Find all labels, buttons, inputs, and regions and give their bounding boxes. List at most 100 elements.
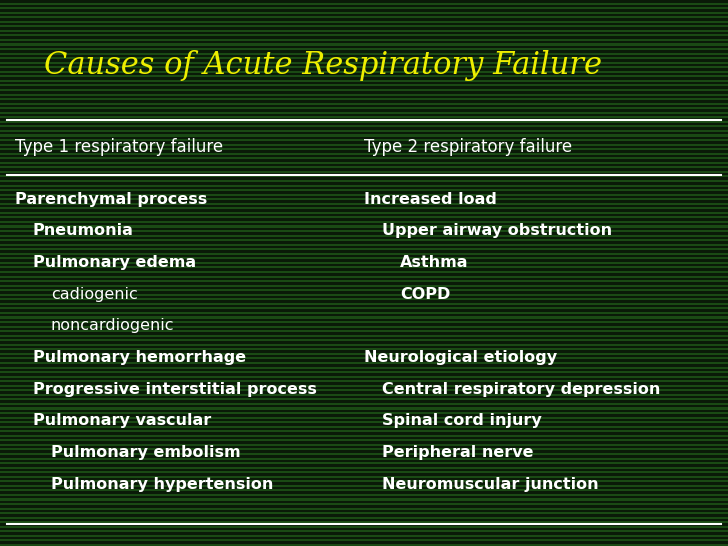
Bar xyxy=(0,11,728,14)
Bar xyxy=(0,39,728,41)
Bar xyxy=(0,503,728,505)
Bar xyxy=(0,399,728,400)
Bar xyxy=(0,98,728,100)
Bar xyxy=(0,57,728,59)
Bar xyxy=(0,489,728,491)
Bar xyxy=(0,66,728,68)
Text: Type 2 respiratory failure: Type 2 respiratory failure xyxy=(364,139,572,156)
Text: Pulmonary embolism: Pulmonary embolism xyxy=(51,445,240,460)
Bar xyxy=(0,535,728,537)
Bar xyxy=(0,344,728,346)
Bar xyxy=(0,421,728,423)
Bar xyxy=(0,52,728,55)
Bar xyxy=(0,348,728,351)
Bar xyxy=(0,462,728,464)
Bar xyxy=(0,298,728,300)
Bar xyxy=(0,239,728,241)
Bar xyxy=(0,175,728,177)
Bar xyxy=(0,330,728,332)
Bar xyxy=(0,62,728,64)
Bar xyxy=(0,126,728,127)
Bar xyxy=(0,521,728,523)
Bar xyxy=(0,85,728,86)
Bar xyxy=(0,380,728,382)
Bar xyxy=(0,317,728,318)
Bar xyxy=(0,403,728,405)
Text: Upper airway obstruction: Upper airway obstruction xyxy=(382,223,612,239)
Bar xyxy=(0,385,728,387)
Bar xyxy=(0,48,728,50)
Bar xyxy=(0,75,728,78)
Bar xyxy=(0,180,728,182)
Bar xyxy=(0,512,728,514)
Bar xyxy=(0,44,728,45)
Text: Asthma: Asthma xyxy=(400,255,469,270)
Bar xyxy=(0,248,728,250)
Text: Causes of Acute Respiratory Failure: Causes of Acute Respiratory Failure xyxy=(44,50,601,81)
Bar xyxy=(0,162,728,164)
Text: Progressive interstitial process: Progressive interstitial process xyxy=(33,382,317,397)
Bar xyxy=(0,257,728,259)
Bar xyxy=(0,485,728,487)
Bar xyxy=(0,89,728,91)
Bar xyxy=(0,221,728,223)
Text: Neuromuscular junction: Neuromuscular junction xyxy=(382,477,599,492)
Bar xyxy=(0,412,728,414)
Bar xyxy=(0,185,728,187)
Bar xyxy=(0,266,728,269)
Bar xyxy=(0,526,728,528)
Bar xyxy=(0,458,728,460)
Text: Peripheral nerve: Peripheral nerve xyxy=(382,445,534,460)
Text: Spinal cord injury: Spinal cord injury xyxy=(382,413,542,429)
Bar xyxy=(0,335,728,337)
Bar xyxy=(0,148,728,150)
Bar xyxy=(0,494,728,496)
Bar xyxy=(0,198,728,200)
Bar xyxy=(0,93,728,96)
Text: Pneumonia: Pneumonia xyxy=(33,223,134,239)
Bar xyxy=(0,530,728,532)
Bar xyxy=(0,16,728,18)
Bar xyxy=(0,157,728,159)
Bar xyxy=(0,498,728,501)
Bar xyxy=(0,539,728,542)
Bar xyxy=(0,480,728,482)
Bar xyxy=(0,203,728,205)
Text: cadiogenic: cadiogenic xyxy=(51,287,138,302)
Bar xyxy=(0,107,728,109)
Bar xyxy=(0,321,728,323)
Text: Type 1 respiratory failure: Type 1 respiratory failure xyxy=(15,139,223,156)
Bar xyxy=(0,194,728,195)
Bar xyxy=(0,358,728,359)
Bar xyxy=(0,112,728,114)
Bar xyxy=(0,280,728,282)
Bar xyxy=(0,289,728,291)
Bar xyxy=(0,30,728,32)
Bar xyxy=(0,362,728,364)
Text: Pulmonary vascular: Pulmonary vascular xyxy=(33,413,211,429)
Text: Pulmonary hypertension: Pulmonary hypertension xyxy=(51,477,273,492)
Bar xyxy=(0,230,728,232)
Bar xyxy=(0,508,728,509)
Bar xyxy=(0,435,728,437)
Text: Pulmonary edema: Pulmonary edema xyxy=(33,255,196,270)
Bar xyxy=(0,453,728,455)
Bar xyxy=(0,544,728,546)
Bar xyxy=(0,139,728,141)
Bar xyxy=(0,130,728,132)
Bar xyxy=(0,153,728,155)
Bar xyxy=(0,407,728,410)
Text: noncardiogenic: noncardiogenic xyxy=(51,318,175,334)
Bar xyxy=(0,71,728,73)
Bar xyxy=(0,235,728,236)
Bar xyxy=(0,426,728,428)
Bar xyxy=(0,25,728,27)
Bar xyxy=(0,307,728,310)
Bar xyxy=(0,371,728,373)
Bar xyxy=(0,7,728,9)
Bar xyxy=(0,167,728,168)
Bar xyxy=(0,244,728,246)
Bar xyxy=(0,103,728,105)
Bar xyxy=(0,80,728,82)
Bar xyxy=(0,417,728,419)
